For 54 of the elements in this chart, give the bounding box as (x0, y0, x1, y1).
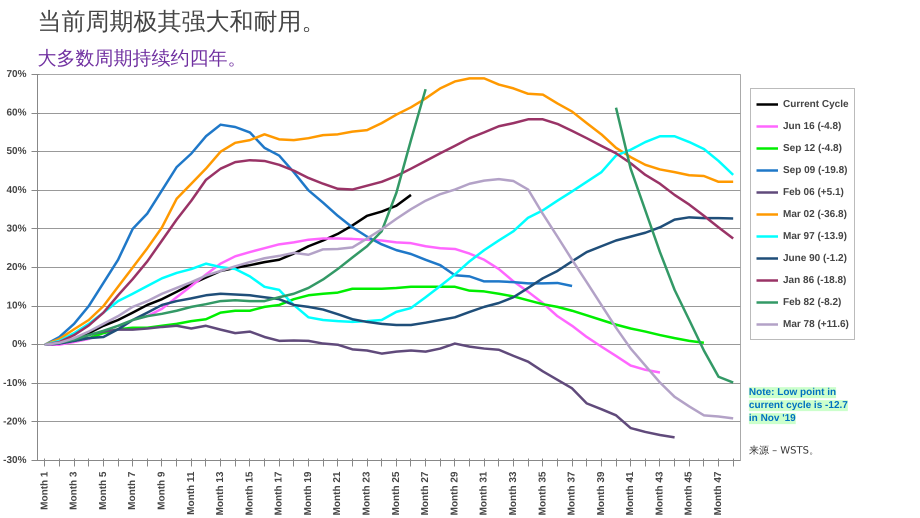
y-tick-label: 20% (6, 262, 27, 273)
source-note: 来源 – WSTS。 (748, 444, 819, 456)
x-tick-label: Month 21 (332, 471, 344, 516)
legend-label: Mar 78 (+11.6) (783, 318, 849, 331)
y-tick-label: 60% (6, 108, 27, 119)
legend-label: Feb 82 (-8.2) (783, 296, 842, 309)
chart-title: 当前周期极其强大和耐用。 (38, 8, 326, 36)
x-tick-label: Month 43 (654, 471, 666, 516)
x-tick-label: Month 17 (274, 471, 285, 516)
x-tick-label: Month 15 (244, 471, 256, 516)
x-tick-label: Month 41 (625, 471, 636, 516)
legend-label: Mar 02 (-36.8) (783, 208, 847, 221)
line-series (44, 77, 734, 346)
x-tick-label: Month 45 (684, 471, 695, 516)
y-tick-label: 40% (6, 184, 27, 196)
text: Note: Low point in current cycle is -12.7 in Nov '19 (748, 387, 848, 424)
legend-label: Jun 16 (-4.8) (783, 120, 842, 133)
y-tick-label: -10% (3, 378, 27, 389)
legend-label: Sep 12 (-4.8) (783, 142, 842, 155)
y-tick-label: -20% (3, 416, 27, 428)
x-tick-label: Month 5 (98, 471, 109, 510)
x-tick-label: Month 7 (127, 471, 138, 510)
x-tick-label: Month 37 (566, 471, 578, 516)
legend-label: Feb 06 (+5.1) (783, 186, 844, 199)
x-tick-label: Month 11 (186, 471, 197, 515)
x-tick-label: Month 33 (508, 471, 519, 516)
x-tick-label: Month 23 (362, 471, 373, 516)
y-tick-label: 10% (6, 300, 27, 312)
y-tick-label: 30% (6, 223, 27, 234)
x-tick-label: Month 19 (302, 471, 314, 516)
x-tick-label: Month 27 (420, 471, 432, 516)
x-tick-label: Month 47 (713, 471, 724, 516)
line-series (44, 216, 734, 346)
x-tick-label: Month 25 (390, 471, 402, 516)
legend-label: Jan 86 (-18.8) (783, 274, 846, 287)
line-series (44, 123, 574, 346)
x-tick-label: Month 9 (156, 471, 168, 510)
chart-subtitle: 大多数周期持续约四年。 (38, 48, 246, 70)
x-tick-label: Month 31 (478, 471, 490, 516)
y-tick-label: -30% (3, 455, 27, 466)
y-tick-label: 50% (6, 146, 27, 158)
legend-label: June 90 (-1.2) (783, 252, 847, 265)
line-series (44, 178, 734, 420)
x-tick-label: Month 3 (68, 471, 80, 510)
y-tick-label: 70% (6, 69, 27, 80)
y-tick-label: 0% (12, 339, 27, 350)
x-tick-label: Month 1 (39, 471, 50, 510)
legend-label: Current Cycle (783, 98, 849, 111)
x-tick-label: Month 29 (449, 471, 460, 516)
legend-label: Sep 09 (-19.8) (783, 164, 848, 177)
legend-label: Mar 97 (-13.9) (783, 230, 847, 243)
x-tick-label: Month 39 (596, 471, 607, 516)
x-tick-label: Month 13 (215, 471, 226, 516)
x-tick-label: Month 35 (537, 471, 548, 516)
